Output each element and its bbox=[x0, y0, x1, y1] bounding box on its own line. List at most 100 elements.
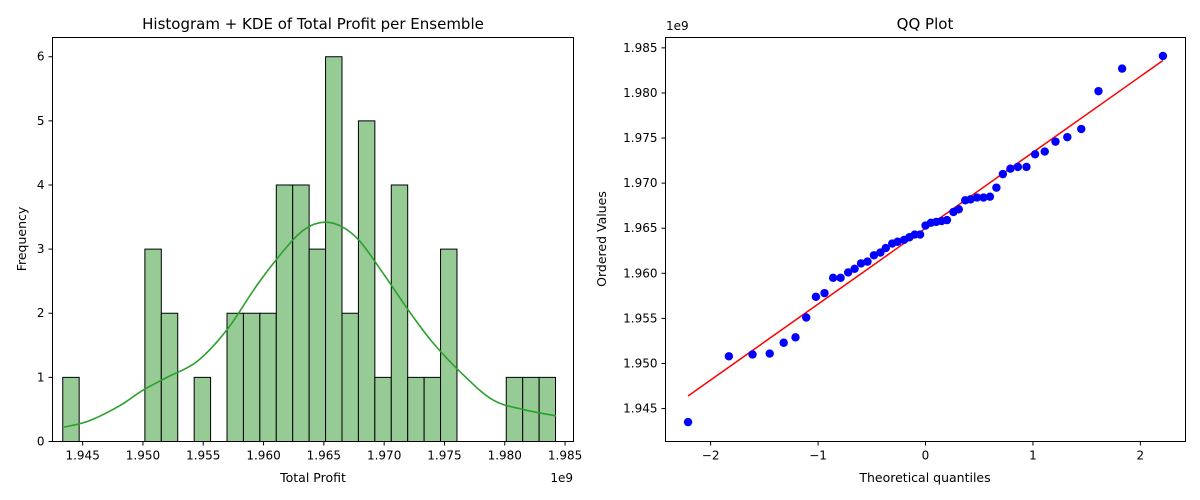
qq-point bbox=[966, 195, 975, 204]
y-tick-label: 2 bbox=[37, 306, 45, 320]
histogram-bars bbox=[62, 56, 557, 442]
histogram-bar bbox=[407, 376, 425, 442]
x-tick-label: 1.975 bbox=[427, 449, 461, 463]
qq-point bbox=[1158, 51, 1168, 61]
qq-point bbox=[869, 251, 879, 260]
qq-point bbox=[836, 273, 845, 283]
qq-point bbox=[1013, 162, 1023, 172]
x-tick-label: 1.960 bbox=[246, 449, 280, 463]
histogram-bar bbox=[308, 248, 327, 442]
x-tick-label: 1 bbox=[1029, 449, 1037, 463]
x-tick-label: −1 bbox=[809, 449, 827, 463]
y-tick-label: 4 bbox=[37, 178, 45, 192]
histogram-bar bbox=[144, 248, 162, 442]
y-tick-label: 1.965 bbox=[623, 221, 657, 235]
histogram-bar bbox=[259, 312, 277, 442]
histogram-title: Histogram + KDE of Total Profit per Ense… bbox=[142, 15, 484, 33]
x-tick-label: −2 bbox=[702, 449, 720, 463]
histogram-bar bbox=[341, 312, 359, 442]
qq-point bbox=[748, 350, 757, 359]
histogram-bar bbox=[325, 56, 343, 442]
qq-y-axis-label: Ordered Values bbox=[594, 191, 609, 287]
histogram-bar bbox=[538, 376, 557, 442]
qq-point bbox=[811, 292, 821, 301]
qq-point bbox=[1006, 164, 1015, 173]
qq-point bbox=[724, 352, 734, 361]
qq-axes-frame bbox=[665, 37, 1186, 442]
y-tick-label: 5 bbox=[37, 114, 45, 128]
x-tick-label: 1.945 bbox=[65, 449, 99, 463]
y-tick-label: 3 bbox=[37, 242, 45, 256]
qq-points bbox=[683, 51, 1168, 427]
histogram-panel: Histogram + KDE of Total Profit per Ense… bbox=[14, 15, 582, 485]
y-tick-label: 1.945 bbox=[623, 402, 657, 416]
qq-point bbox=[985, 192, 995, 201]
histogram-bar bbox=[226, 312, 244, 442]
histogram-bar bbox=[423, 376, 442, 442]
histogram-bar bbox=[242, 312, 261, 442]
y-tick-label: 1.980 bbox=[623, 86, 657, 100]
qq-point bbox=[856, 259, 866, 268]
qq-point bbox=[683, 417, 693, 427]
x-tick-label: 1.970 bbox=[367, 449, 401, 463]
qq-point bbox=[915, 230, 925, 239]
qq-plot-panel: QQ Plot −2 −1 0 1 2 1.945 1.950 1.955 1.960 1.96… bbox=[594, 15, 1186, 485]
histogram-bar bbox=[440, 248, 458, 442]
qq-x-axis-label: Theoretical quantiles bbox=[858, 470, 990, 485]
y-tick-label: 1.955 bbox=[623, 311, 657, 325]
qq-point bbox=[942, 215, 952, 225]
qq-point bbox=[843, 268, 853, 277]
qq-x-ticks: −2 −1 0 1 2 bbox=[702, 441, 1145, 463]
qq-point bbox=[1117, 64, 1127, 73]
x-tick-label: 1.950 bbox=[126, 449, 160, 463]
y-tick-label: 1.970 bbox=[623, 176, 657, 190]
histogram-bar bbox=[193, 376, 212, 442]
qq-point bbox=[1040, 147, 1049, 156]
histogram-bar bbox=[275, 184, 294, 442]
qq-point bbox=[992, 183, 1001, 192]
histogram-x-offset-label: 1e9 bbox=[550, 471, 573, 485]
histogram-bar bbox=[357, 120, 376, 442]
qq-y-ticks: 1.945 1.950 1.955 1.960 1.965 1.970 1.975 1.980… bbox=[623, 41, 666, 416]
histogram-bar bbox=[374, 376, 392, 442]
qq-y-offset-label: 1e9 bbox=[666, 19, 689, 33]
qq-point bbox=[828, 273, 838, 283]
qq-point bbox=[765, 349, 774, 358]
qq-point bbox=[1077, 124, 1086, 134]
qq-point bbox=[1051, 137, 1060, 146]
qq-point bbox=[802, 313, 811, 322]
qq-plot-title: QQ Plot bbox=[897, 15, 954, 33]
histogram-bar bbox=[160, 312, 179, 442]
histogram-bar bbox=[390, 184, 409, 442]
histogram-x-ticks: 1.945 1.950 1.955 1.960 1.965 1.970 1.975 1.980… bbox=[65, 441, 582, 463]
qq-point bbox=[791, 333, 800, 342]
qq-point bbox=[820, 288, 829, 298]
histogram-bar bbox=[292, 184, 310, 442]
qq-point bbox=[1094, 86, 1103, 96]
x-tick-label: 0 bbox=[922, 449, 930, 463]
qq-point bbox=[893, 237, 902, 246]
histogram-y-ticks: 0 1 2 3 4 5 6 bbox=[37, 50, 53, 449]
y-tick-label: 1.985 bbox=[623, 41, 657, 55]
histogram-axes-frame bbox=[52, 37, 574, 442]
x-tick-label: 1.980 bbox=[488, 449, 522, 463]
y-tick-label: 0 bbox=[37, 435, 45, 449]
qq-point bbox=[954, 205, 964, 214]
histogram-bar bbox=[62, 376, 80, 442]
x-tick-label: 2 bbox=[1137, 449, 1145, 463]
qq-point bbox=[979, 193, 988, 202]
qq-point bbox=[1030, 150, 1040, 159]
y-tick-label: 1.975 bbox=[623, 131, 657, 145]
qq-point bbox=[972, 193, 982, 202]
x-tick-label: 1.965 bbox=[307, 449, 341, 463]
y-tick-label: 6 bbox=[37, 50, 45, 64]
qq-point bbox=[863, 257, 872, 266]
y-tick-label: 1.960 bbox=[623, 266, 657, 280]
qq-point bbox=[1022, 162, 1031, 172]
histogram-x-axis-label: Total Profit bbox=[279, 470, 346, 485]
x-tick-label: 1.985 bbox=[548, 449, 582, 463]
qq-point bbox=[1063, 132, 1072, 142]
y-tick-label: 1.950 bbox=[623, 356, 657, 370]
y-tick-label: 1 bbox=[37, 370, 45, 384]
